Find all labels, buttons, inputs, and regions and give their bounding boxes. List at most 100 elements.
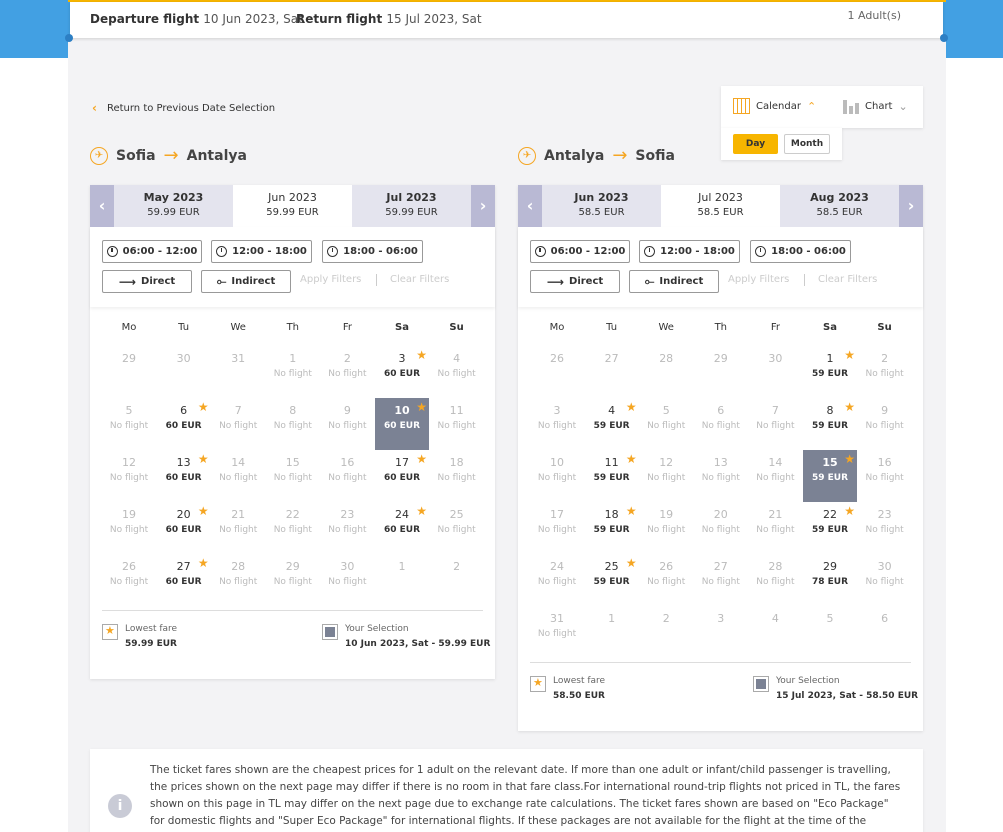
month-tab-prev[interactable]: May 2023 59.99 EUR [114, 185, 233, 227]
day-button[interactable]: Day [733, 134, 778, 154]
day-cell: 2 [430, 554, 484, 606]
day-price: 59 EUR [811, 369, 849, 379]
no-flight-label: No flight [109, 525, 149, 535]
day-price: 60 EUR [165, 525, 202, 535]
day-cell: 26 [530, 346, 584, 398]
star-icon: ★ [625, 452, 637, 466]
day-cell: 2 No flight [320, 346, 374, 398]
clear-filters-button[interactable]: Clear Filters [818, 274, 878, 285]
day-cell: 29 [102, 346, 156, 398]
no-flight-label: No flight [437, 421, 476, 431]
day-cell[interactable]: 22 59 EUR ★ [803, 502, 857, 554]
weekday-header: Th [286, 322, 300, 333]
no-flight-label: No flight [219, 473, 258, 483]
day-cell[interactable]: 4 59 EUR ★ [585, 398, 639, 450]
clear-filters-button[interactable]: Clear Filters [390, 274, 450, 285]
day-cell: 27 [585, 346, 639, 398]
month-tab-prev[interactable]: Jun 2023 58.5 EUR [542, 185, 661, 227]
no-flight-label: No flight [647, 421, 686, 431]
no-flight-label: No flight [273, 421, 312, 431]
day-cell[interactable]: 8 59 EUR ★ [803, 398, 857, 450]
day-cell: 27 No flight [694, 554, 748, 606]
time-filter-evening[interactable]: 18:00 - 06:00 [750, 240, 851, 263]
day-price: 60 EUR [383, 421, 421, 431]
selected-day-cell[interactable]: 15 59 EUR ★ [803, 450, 857, 502]
month-tab-next[interactable]: Jul 2023 59.99 EUR [352, 185, 471, 227]
prev-month-button[interactable]: ‹ [518, 185, 542, 227]
day-cell[interactable]: 20 60 EUR ★ [157, 502, 211, 554]
day-cell: 25 No flight [430, 502, 484, 554]
day-number: 17 [395, 456, 409, 469]
month-price: 58.5 EUR [697, 207, 744, 218]
no-flight-label: No flight [219, 421, 258, 431]
day-number: 29 [713, 352, 728, 365]
legend-selection-label: Your Selection [776, 676, 840, 686]
day-number: 12 [659, 456, 674, 469]
departure-label: Departure flight [90, 12, 200, 26]
apply-filters-button[interactable]: Apply Filters [300, 274, 362, 285]
prev-month-button[interactable]: ‹ [90, 185, 114, 227]
clock-icon [216, 246, 228, 257]
month-tab-current[interactable]: Jun 2023 59.99 EUR [233, 185, 352, 227]
day-number: 22 [823, 508, 837, 521]
day-number: 9 [881, 404, 889, 417]
time-filter-label: 12:00 - 18:00 [660, 246, 735, 257]
time-filter-morning[interactable]: 06:00 - 12:00 [102, 240, 202, 263]
day-cell[interactable]: 29 78 EUR [803, 554, 857, 606]
month-tab-current[interactable]: Jul 2023 58.5 EUR [661, 185, 780, 227]
day-cell: 16 No flight [320, 450, 374, 502]
weekday-header: Mo [121, 322, 137, 333]
next-month-button[interactable]: › [899, 185, 923, 227]
time-filter-label: 06:00 - 12:00 [550, 246, 626, 257]
time-filter-afternoon[interactable]: 12:00 - 18:00 [211, 240, 312, 263]
time-filter-afternoon[interactable]: 12:00 - 18:00 [639, 240, 740, 263]
day-number: 6 [180, 404, 188, 417]
day-cell[interactable]: 25 59 EUR ★ [585, 554, 639, 606]
day-number: 20 [176, 508, 191, 521]
selected-day-cell[interactable]: 10 60 EUR ★ [375, 398, 429, 450]
day-cell[interactable]: 11 59 EUR ★ [585, 450, 639, 502]
day-number: 11 [449, 404, 464, 417]
day-number: 5 [125, 404, 133, 417]
month-tab-next[interactable]: Aug 2023 58.5 EUR [780, 185, 899, 227]
day-cell: 28 [639, 346, 693, 398]
weekday-header: Mo [549, 322, 565, 333]
day-cell[interactable]: 6 60 EUR ★ [157, 398, 211, 450]
calendar-view-toggle[interactable]: Calendar ⌃ [733, 98, 816, 114]
day-cell[interactable]: 17 60 EUR ★ [375, 450, 429, 502]
indirect-filter-button[interactable]: ⟜ Indirect [201, 270, 291, 293]
selection-swatch-icon [753, 676, 769, 692]
month-button[interactable]: Month [784, 134, 830, 154]
day-cell: 12 No flight [102, 450, 156, 502]
granularity-switcher: Day Month [721, 128, 842, 160]
day-cell[interactable]: 18 59 EUR ★ [585, 502, 639, 554]
day-cell[interactable]: 3 60 EUR ★ [375, 346, 429, 398]
weekday-header: Fr [342, 322, 352, 333]
time-filter-evening[interactable]: 18:00 - 06:00 [322, 240, 423, 263]
no-flight-label: No flight [756, 421, 795, 431]
indirect-filter-button[interactable]: ⟜ Indirect [629, 270, 719, 293]
day-number: 18 [449, 456, 464, 469]
day-cell: 5 No flight [639, 398, 693, 450]
apply-filters-button[interactable]: Apply Filters [728, 274, 790, 285]
chevron-right-icon: › [907, 196, 915, 215]
direct-filter-button[interactable]: ⟶ Direct [102, 270, 192, 293]
day-cell[interactable]: 1 59 EUR ★ [803, 346, 857, 398]
outbound-route: ✈ Sofia → Antalya [90, 145, 247, 166]
no-flight-label: No flight [647, 577, 686, 587]
day-cell[interactable]: 13 60 EUR ★ [157, 450, 211, 502]
direct-filter-button[interactable]: ⟶ Direct [530, 270, 620, 293]
day-cell: 19 No flight [639, 502, 693, 554]
day-cell: 31 [211, 346, 265, 398]
time-filter-morning[interactable]: 06:00 - 12:00 [530, 240, 630, 263]
no-flight-label: No flight [647, 473, 686, 483]
next-month-button[interactable]: › [471, 185, 495, 227]
day-cell[interactable]: 24 60 EUR ★ [375, 502, 429, 554]
back-link[interactable]: ‹ Return to Previous Date Selection [92, 101, 275, 115]
day-cell: 1 No flight [266, 346, 320, 398]
chart-view-toggle[interactable]: Chart ⌄ [843, 98, 908, 114]
return-summary: Return flight 15 Jul 2023, Sat [296, 12, 482, 26]
day-number: 27 [176, 560, 191, 573]
day-number: 4 [608, 404, 616, 417]
day-cell[interactable]: 27 60 EUR ★ [157, 554, 211, 606]
